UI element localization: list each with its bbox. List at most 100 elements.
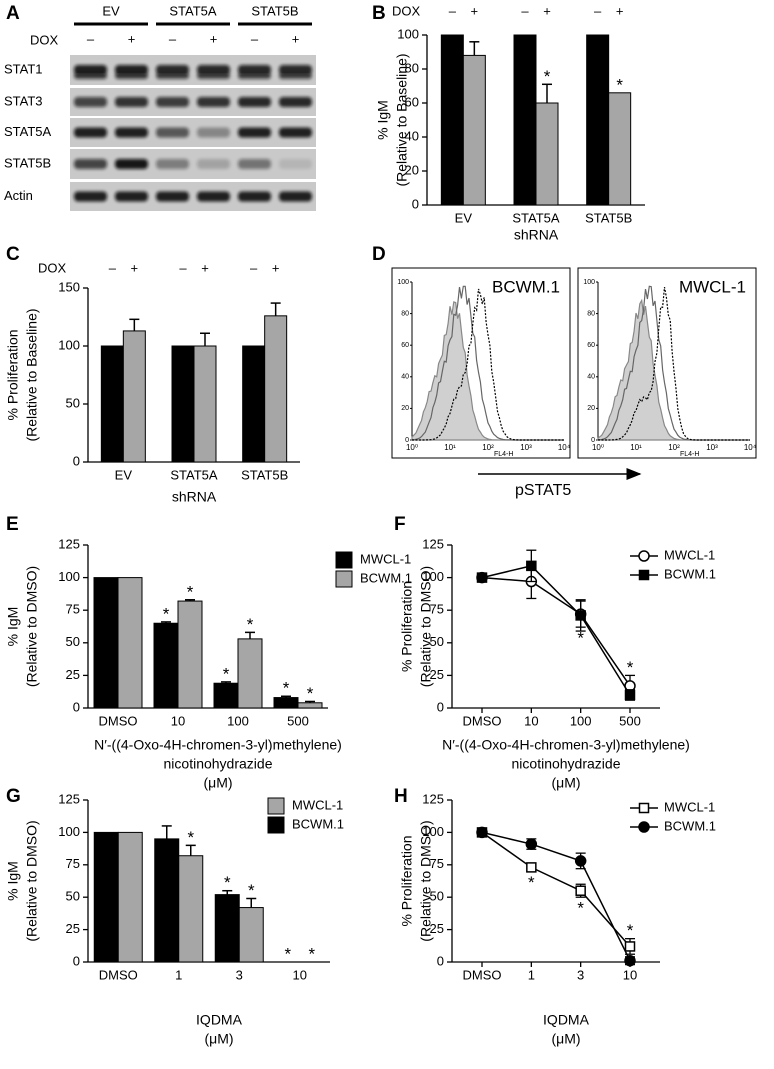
x-tick-label: EV [115, 467, 133, 482]
band [74, 65, 107, 75]
dox-sign: + [292, 31, 300, 46]
legend-marker [638, 550, 650, 562]
dox-label: DOX [30, 32, 59, 47]
significance: * [283, 679, 290, 698]
y-tick-label: 75 [430, 602, 444, 617]
band [156, 97, 189, 107]
panel-letter: A [6, 3, 20, 24]
y-axis-label: (Relative to DMSO) [418, 566, 434, 687]
significance: * [187, 828, 194, 847]
bar [238, 907, 264, 963]
flow-frame [577, 267, 757, 459]
dox-sign: + [543, 3, 551, 18]
legend-swatch [267, 816, 285, 834]
significance: * [627, 921, 634, 940]
legend-marker [638, 569, 650, 581]
bar [242, 345, 266, 463]
flow-x-tick-label: 10³ [520, 443, 532, 452]
band [238, 127, 271, 138]
band [115, 97, 148, 107]
histogram [412, 288, 564, 441]
band [156, 127, 189, 138]
y-axis-label: (Relative to Baseline) [24, 308, 40, 441]
line [481, 576, 631, 687]
legend-label: BCWM.1 [292, 816, 344, 831]
band [238, 73, 271, 79]
bar [177, 600, 203, 709]
y-tick-label: 50 [430, 889, 444, 904]
x-axis-label: (μM) [203, 775, 232, 791]
band [197, 73, 230, 79]
y-tick-label: 0 [73, 453, 80, 468]
flow-x-tick-label: 10⁴ [744, 443, 757, 452]
y-tick-label: 0 [73, 699, 80, 714]
flow-x-tick-label: 10⁴ [558, 443, 571, 452]
y-tick-label: 75 [66, 602, 80, 617]
bar [100, 345, 124, 463]
band [74, 127, 107, 138]
significance: * [307, 684, 314, 703]
y-axis-label: % IgM [5, 861, 21, 901]
x-axis-label: IQDMA [543, 1012, 590, 1028]
y-tick-label: 100 [422, 569, 444, 584]
x-tick-label: 1 [175, 967, 182, 982]
blot-strip [70, 55, 316, 85]
band [238, 65, 271, 75]
y-tick-label: 60 [405, 94, 419, 109]
dox-sign: – [251, 31, 259, 46]
band [238, 191, 271, 202]
significance: * [577, 629, 584, 648]
bar [122, 330, 146, 463]
band [156, 65, 189, 75]
x-tick-label: 10 [623, 967, 637, 982]
flow-x-label: FL4-H [494, 451, 513, 458]
flow-x-tick-label: 10⁰ [406, 443, 418, 452]
x-axis-label: N′-((4-Oxo-4H-chromen-3-yl)methylene) [442, 737, 690, 753]
band [74, 191, 107, 202]
y-tick-label: 0 [73, 953, 80, 968]
flow-label: BCWM.1 [492, 277, 560, 296]
panel-letter: G [6, 786, 21, 807]
bar [171, 345, 195, 463]
y-tick-label: 100 [58, 569, 80, 584]
dox-sign: – [169, 31, 177, 46]
legend-marker [638, 821, 650, 833]
band [279, 159, 312, 169]
x-axis-label: N′-((4-Oxo-4H-chromen-3-yl)methylene) [94, 737, 342, 753]
band [238, 159, 271, 169]
bar [237, 638, 263, 709]
flow-y-tick-label: 60 [401, 342, 409, 349]
row-label: STAT5B [4, 155, 51, 170]
dox-sign: – [250, 260, 258, 275]
dox-sign: – [449, 3, 457, 18]
y-tick-label: 100 [58, 337, 80, 352]
x-tick-label: STAT5A [512, 210, 560, 225]
y-tick-label: 0 [437, 953, 444, 968]
x-tick-label: STAT5B [241, 467, 288, 482]
x-tick-label: 10 [171, 713, 185, 728]
flow-y-tick-label: 60 [587, 342, 595, 349]
legend-label: MWCL-1 [360, 551, 411, 566]
flow-y-tick-label: 20 [587, 405, 595, 412]
significance: * [284, 944, 291, 963]
dox-sign: + [201, 260, 209, 275]
y-tick-label: 50 [66, 395, 80, 410]
legend-swatch [335, 551, 353, 569]
band [156, 191, 189, 202]
flow-y-tick-label: 0 [405, 437, 409, 444]
panel-letter: E [6, 514, 19, 535]
panel-letter: B [372, 3, 386, 24]
y-tick-label: 25 [66, 667, 80, 682]
flow-y-tick-label: 100 [397, 279, 409, 286]
y-tick-label: 125 [58, 791, 80, 806]
significance: * [577, 899, 584, 918]
significance: * [224, 873, 231, 892]
line [481, 565, 631, 696]
y-tick-label: 50 [66, 634, 80, 649]
y-tick-label: 25 [430, 921, 444, 936]
x-tick-label: STAT5A [170, 467, 218, 482]
significance: * [187, 582, 194, 601]
flow-x-tick-label: 10² [668, 443, 680, 452]
flow-label: MWCL-1 [679, 277, 746, 296]
y-tick-label: 100 [422, 824, 444, 839]
